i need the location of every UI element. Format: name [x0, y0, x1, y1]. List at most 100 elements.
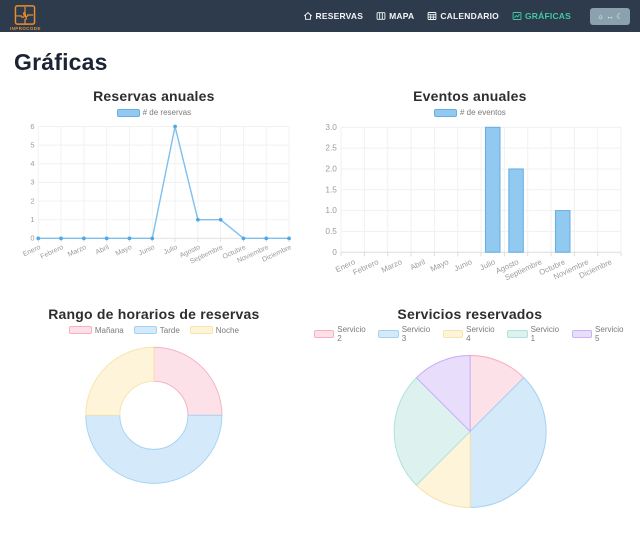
home-icon	[303, 12, 312, 20]
brand-name: INPROCODE	[10, 25, 41, 31]
slice-servicio-2[interactable]	[469, 354, 525, 433]
chart-card-servicios: Servicios reservados Servicio 2 Servicio …	[313, 305, 626, 527]
legend-eventos: # de eventos	[314, 107, 626, 118]
chart-card-eventos-anuales: Eventos anuales # de eventos 0 0.5 1.0 1.5 2…	[314, 88, 626, 288]
legend-reservas: # de reservas	[14, 107, 294, 118]
svg-text:1.0: 1.0	[325, 205, 337, 215]
legend-item-servicio-1[interactable]: Servicio 1	[507, 325, 561, 343]
chart-card-reservas-anuales: Reservas anuales # de reservas 0 1 2 3 4 5 6 En…	[14, 88, 294, 288]
legend-item-servicio-4[interactable]: Servicio 4	[442, 324, 497, 343]
legend-color-box	[571, 329, 593, 338]
legend-color-box	[116, 108, 140, 117]
nav-item-mapa[interactable]: MAPA	[376, 11, 414, 21]
chart-title-reservas: Reservas anuales	[93, 88, 215, 104]
svg-text:Febrero: Febrero	[40, 244, 65, 261]
legend-label: Servicio 2	[337, 324, 366, 343]
doughnut-chart-horarios	[85, 346, 223, 484]
svg-text:0.5: 0.5	[325, 226, 337, 236]
theme-toggle-button[interactable]: ☼ ↔ ☾	[590, 7, 630, 25]
svg-text:Mayo: Mayo	[429, 257, 451, 273]
legend-label: Tarde	[159, 325, 180, 335]
svg-text:Abril: Abril	[95, 244, 111, 256]
chart-title-horarios: Rango de horarios de reservas	[48, 305, 260, 322]
page-title: Gráficas	[14, 49, 108, 75]
legend-item-servicio-3[interactable]: Servicio 3	[378, 325, 432, 343]
legend-servicios: Servicio 2 Servicio 3 Servicio 4 Servicio 1…	[313, 324, 626, 343]
legend-label: Mañana	[94, 325, 124, 335]
svg-text:1: 1	[30, 215, 34, 224]
svg-text:2: 2	[30, 196, 34, 205]
svg-text:6: 6	[30, 122, 34, 131]
charts-grid: Reservas anuales # de reservas 0 1 2 3 4 5 6 En…	[14, 88, 626, 527]
svg-text:Junio: Junio	[138, 244, 156, 257]
legend-label: # de reservas	[142, 108, 192, 117]
slice-servicio-3[interactable]	[469, 376, 547, 508]
legend-label: # de eventos	[459, 108, 506, 117]
legend-item-mañana[interactable]: Mañana	[68, 325, 124, 335]
sun-icon: ☼	[596, 11, 605, 21]
svg-text:1.5: 1.5	[325, 184, 337, 194]
legend-color-box	[442, 329, 464, 338]
legend-item--de-reservas[interactable]: # de reservas	[116, 108, 192, 117]
slice-mañana[interactable]	[153, 346, 223, 416]
pie-chart-servicios	[393, 354, 547, 508]
puzzle-logo-icon	[15, 4, 36, 25]
svg-text:3.0: 3.0	[325, 122, 337, 132]
brand-logo[interactable]: INPROCODE	[10, 4, 41, 31]
slice-tarde[interactable]	[85, 414, 223, 484]
svg-text:Febrero: Febrero	[351, 257, 380, 277]
legend-label: Servicio 3	[401, 324, 431, 343]
map-icon	[376, 12, 386, 20]
svg-text:Marzo: Marzo	[380, 257, 404, 275]
chart-card-rango-horarios: Rango de horarios de reservas Mañana Tard…	[14, 306, 294, 527]
svg-text:Junio: Junio	[452, 257, 473, 273]
svg-text:0: 0	[30, 234, 34, 243]
nav-item-graficas[interactable]: GRÁFICAS	[512, 11, 571, 21]
moon-icon: ☾	[616, 11, 624, 21]
main-content: Gráficas Reservas anuales # de reservas …	[0, 49, 640, 527]
slice-noche[interactable]	[85, 346, 155, 416]
svg-text:Abril: Abril	[408, 257, 426, 272]
slice-servicio-4[interactable]	[415, 429, 471, 508]
svg-text:2.0: 2.0	[325, 164, 337, 174]
svg-text:4: 4	[30, 159, 34, 168]
arrows-icon: ↔	[606, 11, 615, 21]
chart-title-servicios: Servicios reservados	[397, 305, 543, 322]
legend-label: Servicio 4	[466, 324, 495, 343]
legend-label: Servicio 5	[595, 324, 624, 343]
nav-links: RESERVAS MAPA CALENDARIO GRÁFICAS ☼ ↔ ☾	[303, 7, 630, 25]
legend-item-servicio-2[interactable]: Servicio 2	[313, 324, 368, 343]
legend-color-box	[189, 326, 213, 335]
chart-icon	[512, 12, 522, 20]
calendar-icon	[427, 12, 437, 20]
legend-label: Servicio 1	[530, 324, 560, 343]
legend-label: Noche	[215, 325, 239, 335]
legend-item-tarde[interactable]: Tarde	[133, 325, 180, 335]
svg-text:Enero: Enero	[22, 244, 42, 258]
chart-title-eventos: Eventos anuales	[413, 88, 527, 104]
svg-text:Julio: Julio	[163, 244, 179, 256]
navbar: INPROCODE RESERVAS MAPA CALENDARIO GRÁFI…	[0, 0, 640, 32]
legend-item--de-eventos[interactable]: # de eventos	[433, 108, 506, 117]
svg-text:5: 5	[30, 140, 34, 149]
legend-horarios: Mañana Tarde Noche	[14, 325, 294, 336]
legend-color-box	[507, 329, 528, 338]
svg-text:Mayo: Mayo	[115, 244, 134, 258]
svg-text:0: 0	[332, 247, 337, 257]
slice-servicio-1[interactable]	[393, 376, 471, 486]
legend-color-box	[378, 329, 399, 338]
slice-servicio-5[interactable]	[415, 354, 471, 433]
legend-item-noche[interactable]: Noche	[189, 325, 239, 335]
nav-item-calendario[interactable]: CALENDARIO	[427, 11, 499, 21]
svg-text:3: 3	[30, 178, 34, 187]
legend-item-servicio-5[interactable]: Servicio 5	[571, 324, 626, 343]
svg-text:2.5: 2.5	[325, 143, 337, 153]
svg-text:Marzo: Marzo	[67, 244, 88, 259]
legend-color-box	[68, 326, 92, 335]
legend-color-box	[433, 108, 457, 117]
nav-item-reservas[interactable]: RESERVAS	[303, 11, 364, 21]
legend-color-box	[313, 329, 335, 338]
legend-color-box	[133, 326, 157, 335]
